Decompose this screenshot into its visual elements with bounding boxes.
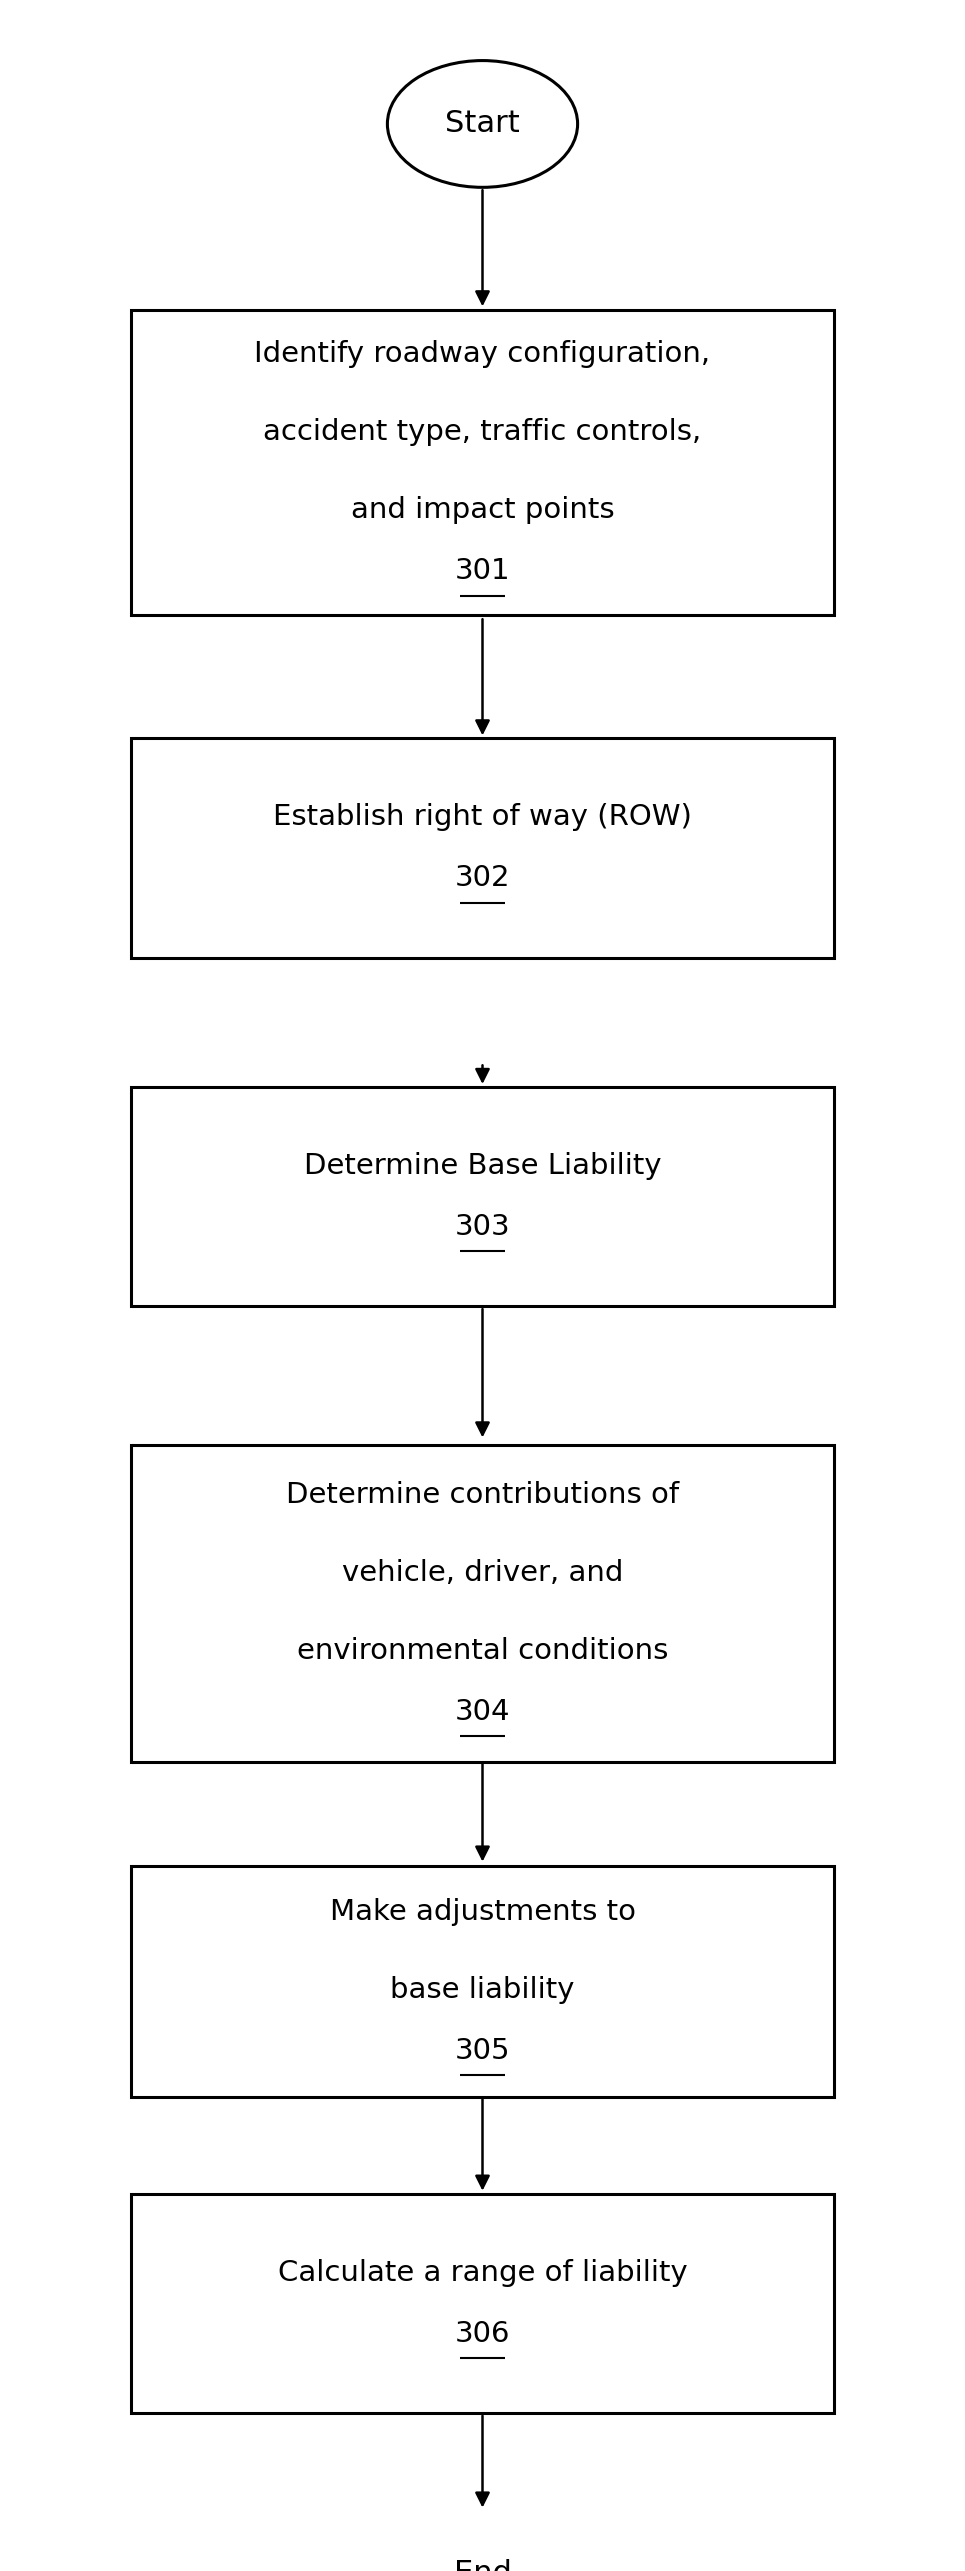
Text: 306: 306 [455,2319,510,2347]
Text: base liability: base liability [390,1977,575,2003]
Text: and impact points: and impact points [350,496,615,524]
Text: 302: 302 [455,864,510,892]
Text: Identify roadway configuration,: Identify roadway configuration, [255,339,710,368]
FancyBboxPatch shape [130,311,835,614]
Text: environmental conditions: environmental conditions [297,1638,668,1666]
Ellipse shape [387,2509,578,2571]
FancyBboxPatch shape [130,1088,835,1306]
Text: Determine contributions of: Determine contributions of [286,1481,679,1509]
Text: Start: Start [445,111,520,139]
Text: End: End [454,2558,511,2571]
Text: 304: 304 [455,1697,510,1725]
Text: 305: 305 [455,2036,510,2065]
FancyBboxPatch shape [130,1445,835,1761]
Text: Make adjustments to: Make adjustments to [329,1897,636,1926]
Text: Calculate a range of liability: Calculate a range of liability [278,2260,687,2286]
Text: 303: 303 [455,1214,510,1242]
FancyBboxPatch shape [130,2193,835,2414]
Text: accident type, traffic controls,: accident type, traffic controls, [263,419,702,447]
Ellipse shape [387,62,578,188]
FancyBboxPatch shape [130,738,835,956]
FancyBboxPatch shape [130,1867,835,2098]
Text: Establish right of way (ROW): Establish right of way (ROW) [273,805,692,830]
Text: Determine Base Liability: Determine Base Liability [304,1152,661,1180]
Text: vehicle, driver, and: vehicle, driver, and [342,1558,623,1586]
Text: 301: 301 [455,558,510,586]
